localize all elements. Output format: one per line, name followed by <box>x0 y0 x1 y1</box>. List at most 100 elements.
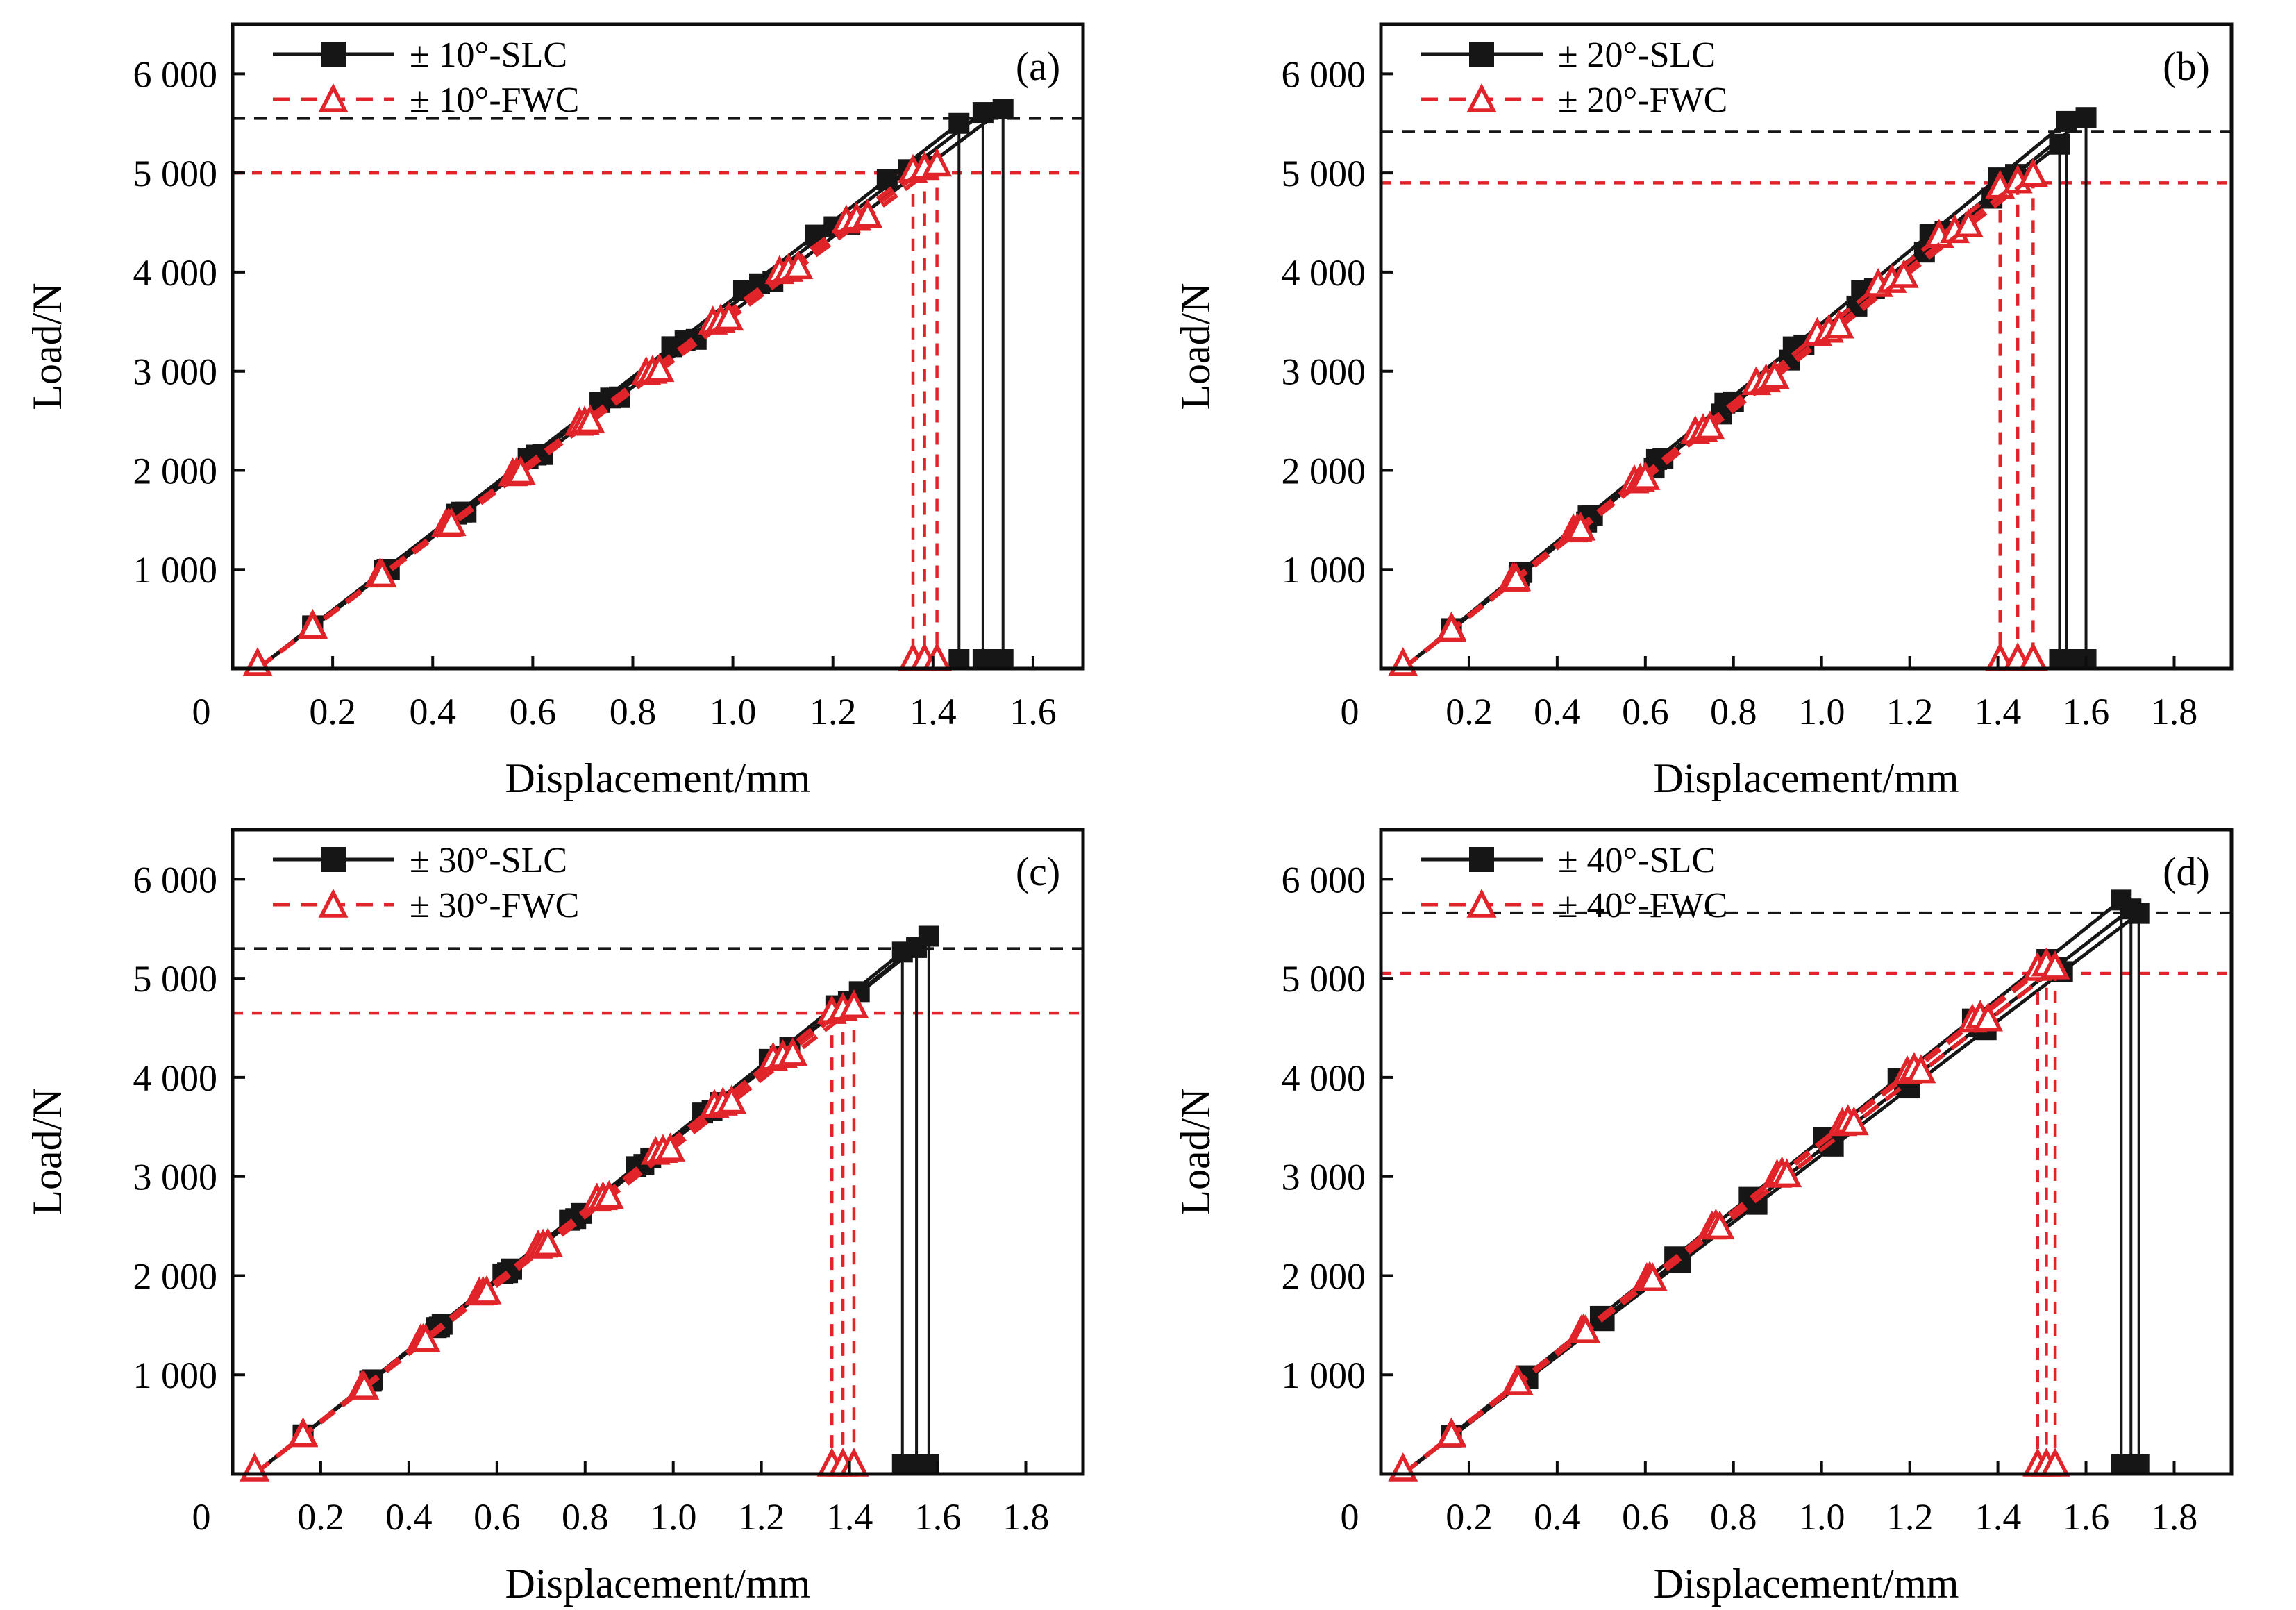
fwc-curve <box>256 164 939 671</box>
fwc-marker-triangle <box>367 558 397 588</box>
y-axis-title: Load/N <box>1173 1088 1218 1215</box>
fwc-marker-triangle <box>717 1084 747 1114</box>
fwc-marker-triangle <box>1771 1157 1802 1187</box>
x-tick-label: 0.2 <box>1446 691 1493 732</box>
x-tick-label: 0 <box>192 1496 211 1538</box>
slc-bottom-marker-square <box>2056 649 2077 670</box>
panel-letter: (b) <box>2163 44 2210 89</box>
slc-marker-square <box>918 925 939 946</box>
y-tick-label: 4 000 <box>133 1057 218 1098</box>
x-tick-label: 0.2 <box>1446 1496 1493 1538</box>
panel-b: 0 0.2 0.4 0.6 0.8 1.0 1.2 1.4 1.6 1.8 1 000 2 000 3 … <box>1148 0 2296 805</box>
x-tick-label: 0.2 <box>297 1496 344 1538</box>
fwc-marker-triangle <box>288 1418 319 1447</box>
x-tick-label: 1.8 <box>2150 1496 2197 1538</box>
y-tick-label: 2 000 <box>133 450 218 492</box>
slc-marker-square <box>2128 903 2150 924</box>
fwc-marker-triangle <box>778 1037 808 1066</box>
fwc-curve <box>1401 174 2034 671</box>
x-axis-title: Displacement/mm <box>1653 1561 1959 1607</box>
panel-d: 0 0.2 0.4 0.6 0.8 1.0 1.2 1.4 1.6 1.8 1 000 2 000 3 … <box>1148 805 2296 1610</box>
fwc-marker-triangle <box>1824 309 1854 339</box>
fwc-marker-triangle <box>297 610 328 639</box>
fwc-marker-triangle <box>655 1132 685 1162</box>
fwc-marker-triangle <box>2018 158 2048 187</box>
y-tick-label: 4 000 <box>1281 252 1366 294</box>
x-tick-label: 0.8 <box>1710 1496 1757 1538</box>
y-tick-label: 5 000 <box>1281 153 1366 194</box>
x-tick-label: 0.4 <box>1534 1496 1581 1538</box>
y-tick-label: 3 000 <box>133 351 218 393</box>
plot-border <box>1379 828 2233 1475</box>
fwc-marker-triangle <box>1500 562 1531 592</box>
y-tick-label: 3 000 <box>133 1156 218 1198</box>
fwc-marker-triangle <box>1838 1106 1869 1135</box>
legend-slc-marker <box>1468 846 1494 872</box>
fwc-marker-triangle <box>839 989 869 1018</box>
plot-border <box>231 828 1085 1475</box>
legend-fwc-marker <box>318 83 349 112</box>
y-axis-title: Load/N <box>24 1088 70 1215</box>
fwc-marker-triangle <box>1694 410 1725 440</box>
slc-marker-square <box>2075 107 2097 128</box>
panel-a-plot: 0 0.2 0.4 0.6 0.8 1.0 1.2 1.4 1.6 1 000 2 000 3 000… <box>24 22 1085 801</box>
fwc-marker-triangle <box>436 507 467 537</box>
fwc-marker-triangle <box>714 301 744 331</box>
fwc-marker-triangle <box>410 1322 441 1352</box>
x-tick-label: 1.6 <box>1009 691 1057 732</box>
legend-slc-label: ± 20°-SLC <box>1558 35 1716 75</box>
legend-slc-marker <box>321 846 346 872</box>
fwc-marker-triangle <box>471 1275 502 1305</box>
fwc-marker-triangle <box>853 199 883 228</box>
y-tick-label: 5 000 <box>133 153 218 194</box>
x-axis-title: Displacement/mm <box>505 755 811 801</box>
x-tick-label: 1.4 <box>910 691 957 732</box>
legend: ± 40°-SLC ± 40°-FWC <box>1421 841 1727 925</box>
x-tick-label: 1.6 <box>914 1496 962 1538</box>
slc-bottom-marker-square <box>992 649 1014 670</box>
x-tick-label: 0.4 <box>1534 691 1581 732</box>
fwc-marker-triangle <box>594 1180 624 1209</box>
y-tick-label: 6 000 <box>1281 859 1366 900</box>
x-tick-label: 0.8 <box>1710 691 1757 732</box>
slc-bottom-marker-square <box>948 649 970 670</box>
slc-bottom-marker-square <box>918 1454 939 1475</box>
legend-fwc-label: ± 30°-FWC <box>410 886 579 925</box>
x-tick-label: 0.8 <box>610 691 657 732</box>
y-tick-label: 5 000 <box>133 958 218 1000</box>
x-tick-label: 1.0 <box>1798 1496 1845 1538</box>
x-tick-label: 0.6 <box>1622 691 1669 732</box>
x-tick-label: 0.2 <box>309 691 356 732</box>
legend-fwc-label: ± 20°-FWC <box>1558 81 1727 120</box>
fwc-marker-triangle <box>922 147 953 177</box>
fwc-marker-triangle <box>644 353 675 383</box>
x-tick-label: 1.0 <box>710 691 757 732</box>
y-tick-label: 5 000 <box>1281 958 1366 1000</box>
x-axis-title: Displacement/mm <box>1653 755 1959 801</box>
plot-border <box>231 22 1085 671</box>
y-tick-label: 6 000 <box>133 859 218 900</box>
fwc-marker-triangle <box>349 1370 380 1400</box>
x-tick-label: 0 <box>1340 691 1359 732</box>
fwc-marker-triangle <box>1565 511 1595 541</box>
legend: ± 20°-SLC ± 20°-FWC <box>1421 35 1727 120</box>
panel-d-plot: 0 0.2 0.4 0.6 0.8 1.0 1.2 1.4 1.6 1.8 1 000 2 000 3 … <box>1173 828 2233 1607</box>
y-tick-label: 6 000 <box>1281 53 1366 95</box>
legend-fwc-label: ± 40°-FWC <box>1558 886 1727 925</box>
x-tick-label: 1.6 <box>2062 1496 2109 1538</box>
y-tick-label: 1 000 <box>133 1355 218 1396</box>
x-tick-label: 0.4 <box>385 1496 433 1538</box>
y-tick-label: 4 000 <box>133 252 218 294</box>
fwc-marker-triangle <box>1436 1418 1466 1448</box>
fwc-marker-triangle <box>1888 258 1919 288</box>
fwc-marker-triangle <box>575 404 605 434</box>
fwc-marker-triangle <box>1972 1002 2003 1032</box>
y-tick-label: 2 000 <box>1281 450 1366 492</box>
legend-fwc-marker <box>1466 83 1497 112</box>
x-tick-label: 1.2 <box>1886 1496 1933 1538</box>
x-tick-label: 0.4 <box>409 691 456 732</box>
fwc-marker-triangle <box>1570 1314 1600 1343</box>
legend: ± 10°-SLC ± 10°-FWC <box>273 35 579 120</box>
x-tick-label: 0 <box>1340 1496 1359 1538</box>
panel-letter: (c) <box>1016 849 1060 894</box>
